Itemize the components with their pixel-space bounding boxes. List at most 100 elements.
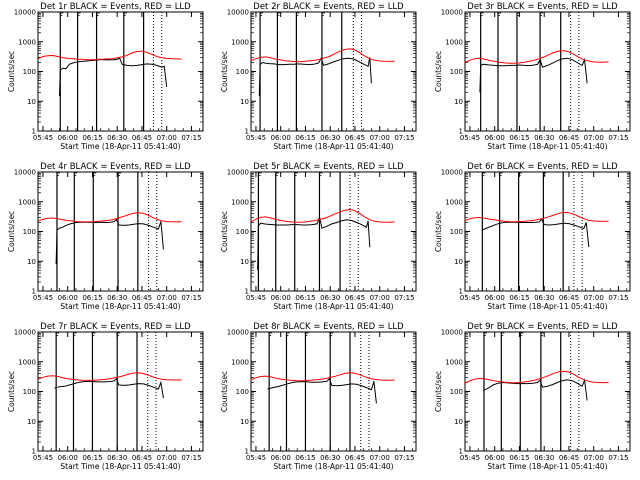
x-axis-label: Start Time (18-Apr-11 05:41:40) — [273, 302, 393, 311]
y-tick-label: 10 — [454, 418, 463, 426]
plot-frame — [464, 331, 631, 452]
plot-title: Det 2r BLACK = Events, RED = LLD — [253, 2, 404, 12]
y-tick-label: 1000 — [231, 198, 249, 206]
plot-frame — [464, 11, 631, 132]
x-tick-label: 07:15 — [394, 294, 414, 302]
x-axis-label: Start Time (18-Apr-11 05:41:40) — [60, 142, 180, 151]
flag-marker — [56, 172, 60, 178]
events-series-line — [481, 218, 590, 248]
x-tick-label: 06:30 — [534, 454, 554, 462]
flag-marker — [268, 332, 273, 338]
x-axis-label: Start Time (18-Apr-11 05:41:40) — [60, 302, 180, 311]
x-tick-label: 06:45 — [132, 134, 152, 142]
detector-plot-1: Det 1r BLACK = Events, RED = LLD 1 10 100 10… — [7, 2, 204, 151]
x-tick-label: 06:30 — [534, 134, 554, 142]
x-tick-label: 06:00 — [271, 134, 291, 142]
flag-marker — [277, 12, 281, 18]
flag-marker — [73, 332, 77, 338]
x-axis-label: Start Time (18-Apr-11 05:41:40) — [487, 302, 607, 311]
x-tick-label: 05:45 — [246, 294, 266, 302]
y-tick-label: 10000 — [227, 169, 249, 177]
x-tick-label: 06:45 — [559, 294, 579, 302]
detector-plot-3: Det 3r BLACK = Events, RED = LLD 1 10 100 10… — [434, 2, 631, 151]
x-tick-label: 06:30 — [107, 294, 127, 302]
x-tick-label: 07:15 — [394, 134, 414, 142]
y-axis-label: Counts/sec — [220, 371, 229, 412]
x-axis-label: Start Time (18-Apr-11 05:41:40) — [273, 462, 393, 471]
y-tick-label: 10000 — [441, 9, 463, 17]
y-axis-label: Counts/sec — [7, 371, 16, 412]
x-tick-label: 06:45 — [345, 454, 365, 462]
flag-marker — [92, 172, 97, 178]
flag-marker — [275, 172, 279, 178]
y-tick-label: 10000 — [14, 329, 36, 337]
lld-series-line — [250, 208, 395, 223]
x-tick-label: 06:00 — [271, 294, 291, 302]
detector-panel-4: Det 4r BLACK = Events, RED = LLD 1 10 100 10… — [0, 160, 213, 320]
x-tick-label: 05:45 — [33, 454, 53, 462]
y-tick-label: 10 — [454, 258, 463, 266]
flag-marker — [73, 172, 78, 178]
flag-marker — [294, 172, 298, 178]
detector-panel-1: Det 1r BLACK = Events, RED = LLD 1 10 100 10… — [0, 0, 213, 160]
x-tick-label: 07:00 — [157, 454, 177, 462]
y-tick-label: 100 — [236, 228, 249, 236]
detector-plot-7: Det 7r BLACK = Events, RED = LLD 1 10 100 10… — [7, 322, 204, 471]
flag-marker — [319, 172, 323, 178]
x-tick-label: 06:00 — [58, 294, 78, 302]
x-tick-label: 06:00 — [485, 134, 505, 142]
y-axis-label: Counts/sec — [434, 51, 443, 92]
lld-series-line — [464, 370, 609, 384]
y-tick-label: 1000 — [231, 358, 249, 366]
x-tick-label: 06:15 — [295, 294, 315, 302]
flag-marker — [258, 172, 262, 178]
flag-marker — [483, 332, 487, 338]
y-tick-label: 1000 — [18, 198, 36, 206]
y-tick-label: 1000 — [231, 38, 249, 46]
detector-panel-2: Det 2r BLACK = Events, RED = LLD 1 10 100 10… — [213, 0, 426, 160]
plot-title: Det 5r BLACK = Events, RED = LLD — [253, 162, 404, 172]
flag-marker — [480, 12, 484, 18]
flag-marker — [123, 12, 127, 18]
flag-marker — [286, 332, 290, 338]
detector-panel-7: Det 7r BLACK = Events, RED = LLD 1 10 100 10… — [0, 320, 213, 480]
lld-series-line — [464, 211, 609, 223]
events-series-line — [54, 377, 164, 399]
x-tick-label: 06:15 — [82, 454, 102, 462]
detector-plot-2: Det 2r BLACK = Events, RED = LLD 1 10 100 10… — [220, 2, 417, 151]
flag-marker — [305, 332, 309, 338]
flag-marker — [329, 332, 334, 338]
y-tick-label: 1 — [245, 288, 249, 296]
x-tick-label: 06:15 — [295, 134, 315, 142]
x-tick-label: 06:45 — [559, 454, 579, 462]
y-tick-label: 10 — [27, 418, 36, 426]
flag-marker — [96, 12, 100, 18]
y-tick-label: 10 — [27, 258, 36, 266]
detector-plot-4: Det 4r BLACK = Events, RED = LLD 1 10 100 10… — [7, 162, 204, 311]
y-tick-label: 100 — [450, 228, 463, 236]
y-tick-label: 10 — [454, 98, 463, 106]
flag-marker — [92, 332, 96, 338]
lld-series-line — [37, 372, 182, 381]
y-tick-label: 1 — [245, 448, 249, 456]
x-tick-label: 07:00 — [370, 134, 390, 142]
x-tick-label: 06:00 — [58, 134, 78, 142]
flag-marker — [55, 332, 60, 338]
detector-plot-6: Det 6r BLACK = Events, RED = LLD 1 10 100 10… — [434, 162, 631, 311]
y-tick-label: 10000 — [227, 9, 249, 17]
y-tick-label: 10000 — [14, 169, 36, 177]
flag-marker — [518, 172, 522, 178]
y-tick-label: 1 — [32, 128, 36, 136]
x-tick-label: 06:30 — [534, 294, 554, 302]
x-tick-label: 06:45 — [559, 134, 579, 142]
flag-marker — [117, 172, 122, 178]
x-tick-label: 07:15 — [608, 294, 628, 302]
flag-marker — [500, 332, 505, 338]
x-tick-label: 07:00 — [584, 454, 604, 462]
y-tick-label: 100 — [23, 388, 36, 396]
x-tick-label: 07:00 — [157, 294, 177, 302]
y-tick-label: 1000 — [18, 358, 36, 366]
flag-marker — [59, 12, 64, 18]
y-tick-label: 1000 — [18, 38, 36, 46]
y-tick-label: 100 — [236, 68, 249, 76]
